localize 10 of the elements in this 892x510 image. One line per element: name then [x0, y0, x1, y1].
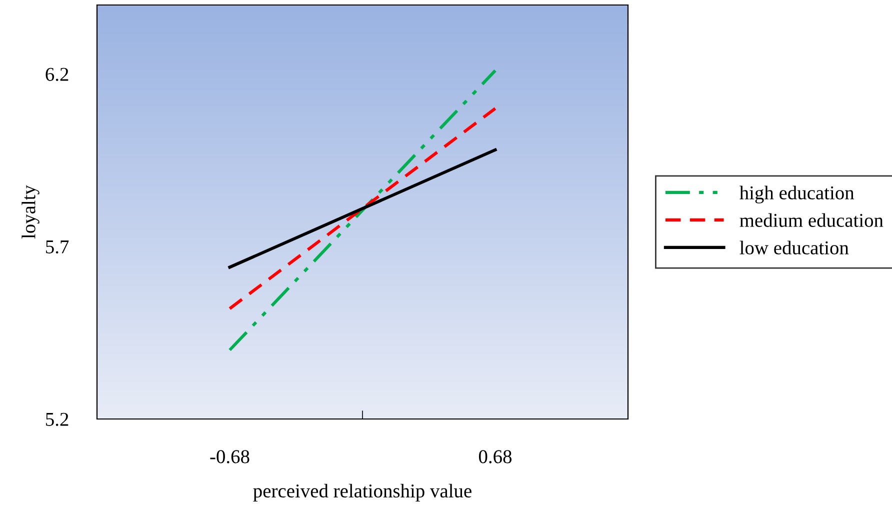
y-tick-label: 6.2 — [46, 68, 68, 82]
y-tick-label: 5.7 — [46, 240, 69, 254]
x-axis-title: perceived relationship value — [253, 484, 472, 502]
legend-label: medium education — [740, 213, 884, 227]
x-tick-label: -0.68 — [210, 450, 250, 464]
y-axis-title: loyalty — [22, 185, 40, 239]
y-tick-label: 5.2 — [46, 412, 68, 426]
legend-label: high education — [740, 186, 854, 204]
x-tick-label: 0.68 — [478, 450, 512, 464]
legend-label: low education — [740, 240, 849, 254]
